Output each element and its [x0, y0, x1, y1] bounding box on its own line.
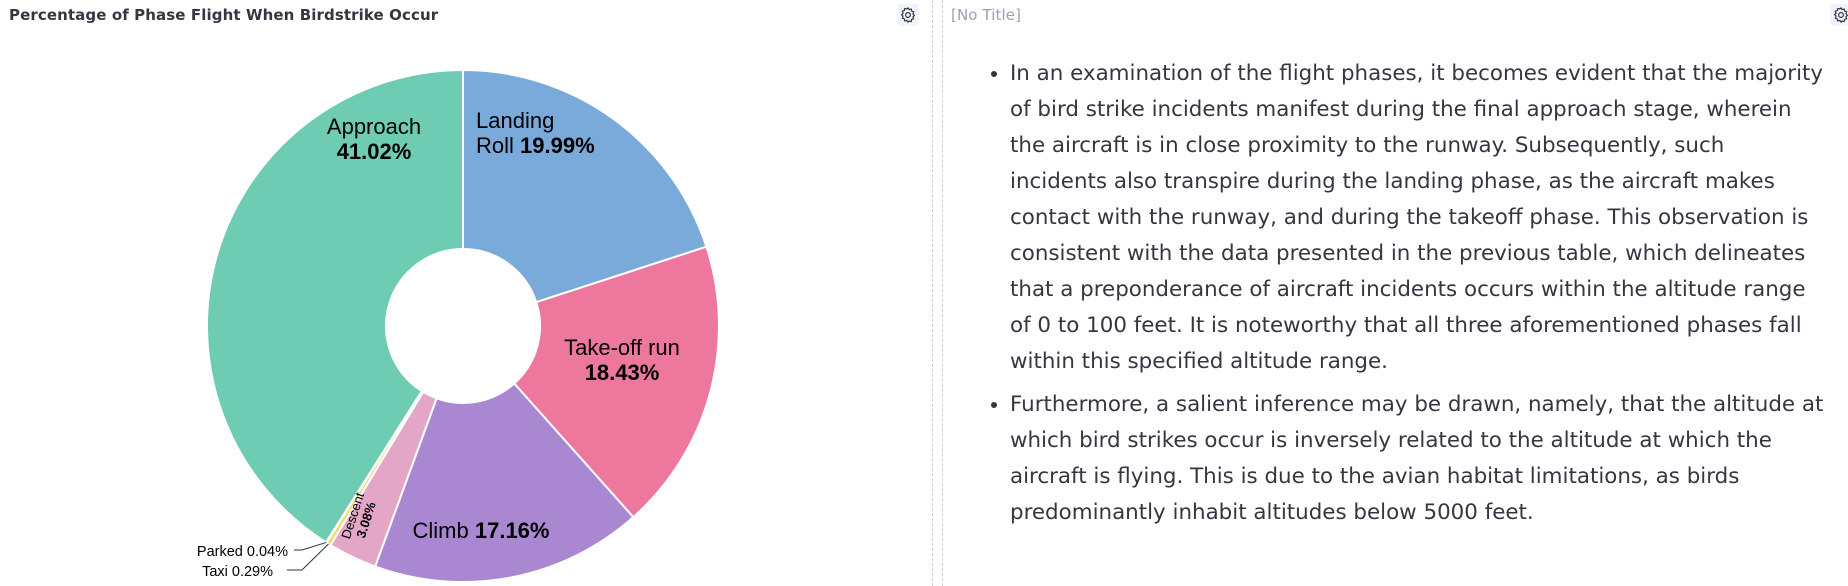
slice-take-off-run[interactable]: [512, 245, 720, 519]
chart-title: Percentage of Phase Flight When Birdstri…: [9, 6, 439, 24]
panel-divider[interactable]: [942, 0, 943, 586]
markdown-panel-title: [No Title]: [951, 6, 1022, 24]
chart-panel: Percentage of Phase Flight When Birdstri…: [9, 4, 919, 583]
slice-label-taxi: Taxi 0.29%: [202, 564, 273, 580]
leader-line-taxi: [287, 543, 329, 571]
markdown-bullet-1: In an examination of the flight phases, …: [1010, 56, 1828, 380]
slice-label-take-off-run: Take-off run 18.43%: [564, 335, 680, 385]
markdown-panel-gear-button[interactable]: [1830, 4, 1848, 26]
markdown-body: In an examination of the flight phases, …: [988, 56, 1828, 538]
slice-approach[interactable]: [206, 68, 464, 544]
slice-label-climb: Climb 17.16%: [413, 518, 550, 543]
slice-label-approach: Approach 41.02%: [327, 114, 421, 164]
slice-landing-roll[interactable]: [462, 68, 708, 304]
markdown-panel: [No Title] In an examination of the flig…: [950, 0, 1848, 586]
slice-climb[interactable]: [373, 382, 635, 583]
gear-icon: [1833, 6, 1848, 24]
markdown-bullet-2: Furthermore, a salient inference may be …: [1010, 387, 1828, 531]
slice-label-parked: Parked 0.04%: [197, 544, 288, 560]
chart-panel-gear-button[interactable]: [897, 4, 919, 26]
donut-chart: Approach 41.02% Landing Roll 19.99% Take-off…: [197, 68, 720, 583]
gear-icon: [900, 6, 916, 24]
leader-line-parked: [294, 541, 327, 551]
panel-divider[interactable]: [932, 0, 933, 586]
slice-label-landing-roll: Landing Roll 19.99%: [476, 108, 595, 158]
